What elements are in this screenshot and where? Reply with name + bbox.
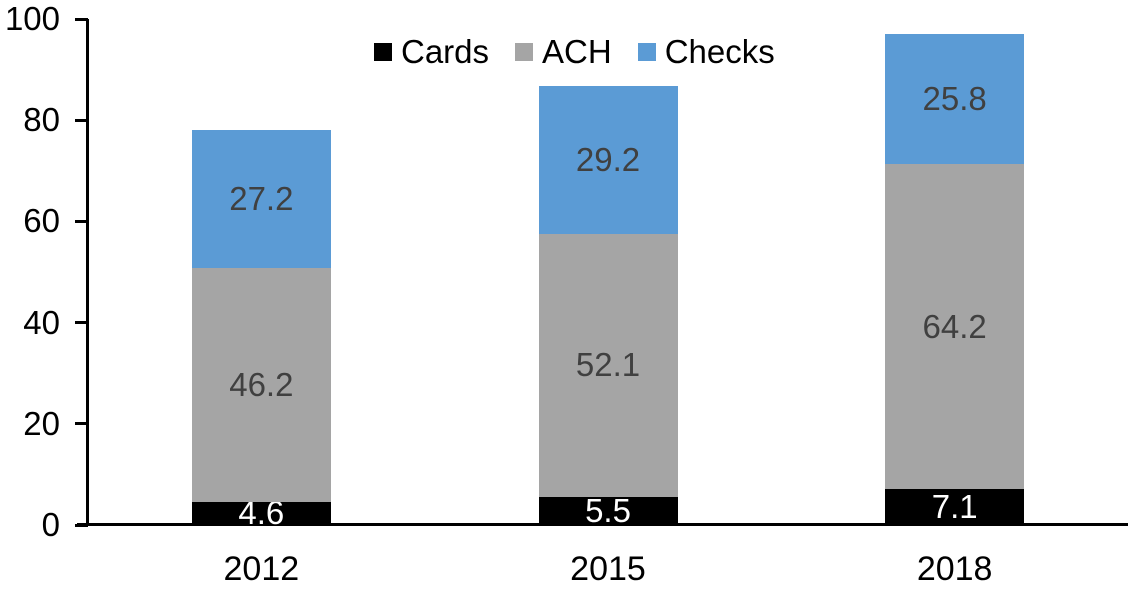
legend-swatch-checks-icon [637,43,656,61]
bar-segment-ach-2015: 52.1 [538,233,678,498]
y-tick-label: 20 [23,404,60,442]
legend-item-ach: ACH [515,33,612,71]
bar-segment-cards-2015: 5.5 [538,492,678,529]
legend-label-ach: ACH [542,33,612,70]
bar-segment-cards-2012: 4.6 [191,494,331,531]
legend-item-checks: Checks [637,33,775,71]
bar-segment-checks-2015: 29.2 [538,85,678,234]
legend-item-cards: Cards [374,33,489,71]
bar-value-label: 5.5 [585,492,631,530]
y-tick-label: 80 [23,101,60,139]
legend-label-cards: Cards [401,33,490,70]
legend-swatch-cards-icon [374,43,392,61]
x-tick-label-2012: 2012 [223,550,300,588]
y-tick-mark [75,321,88,325]
y-tick-label: 60 [23,202,60,240]
bar-segment-checks-2018: 25.8 [885,33,1025,165]
bar-segment-checks-2012: 27.2 [191,130,331,268]
bar-value-label: 25.8 [922,79,987,117]
x-tick-label-2018: 2018 [916,550,993,588]
legend-label-checks: Checks [664,33,775,70]
x-tick-label-2015: 2015 [570,550,646,588]
y-tick-label: 100 [4,0,60,37]
y-tick-mark [75,17,88,21]
legend: Cards ACH Checks [374,33,775,71]
y-tick-label: 0 [41,506,60,543]
bar-value-label: 29.2 [575,140,641,178]
bar-value-label: 64.2 [922,307,987,345]
y-axis-line [86,19,89,526]
bar-value-label: 27.2 [229,180,294,218]
bar-segment-ach-2018: 64.2 [885,164,1025,490]
bar-segment-cards-2018: 7.1 [885,488,1025,526]
legend-swatch-ach-icon [515,43,534,61]
bar-value-label: 7.1 [931,488,978,526]
y-tick-label: 40 [23,303,60,341]
bar-segment-ach-2012: 46.2 [191,267,331,502]
y-tick-mark [75,219,88,223]
y-tick-mark [75,422,88,426]
y-tick-mark [75,523,88,527]
bar-value-label: 52.1 [575,346,641,384]
bar-value-label: 46.2 [229,365,294,403]
y-tick-mark [75,118,88,122]
